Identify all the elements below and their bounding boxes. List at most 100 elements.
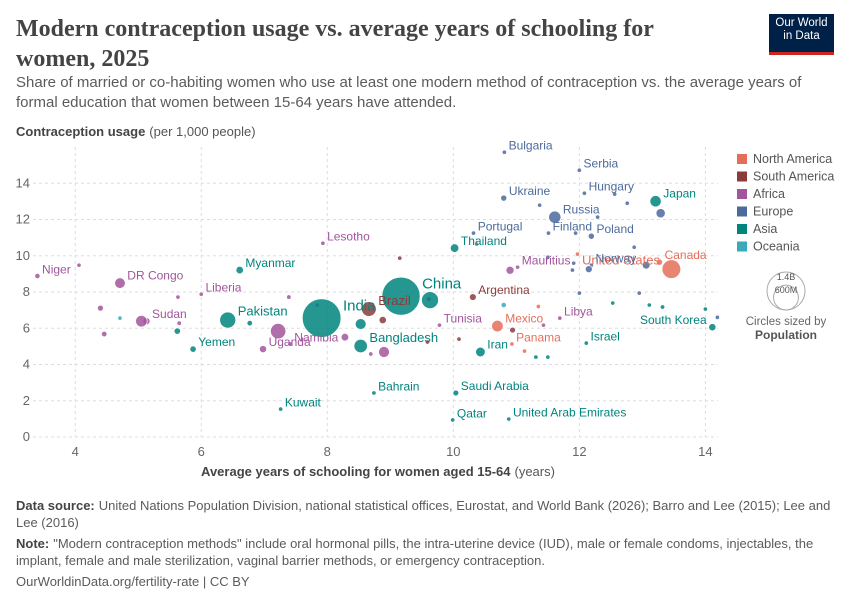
point xyxy=(535,303,541,310)
point-label: Uganda xyxy=(269,335,311,349)
point xyxy=(557,315,563,321)
chart-title: Modern contraception usage vs. average y… xyxy=(16,16,654,72)
point-label: Qatar xyxy=(457,406,487,420)
point-label: Mauritius xyxy=(522,254,571,268)
point-label: Bulgaria xyxy=(509,139,553,153)
point-label: Mexico xyxy=(505,311,543,325)
point xyxy=(573,230,579,236)
logo[interactable]: Our World in Data xyxy=(769,14,834,55)
point xyxy=(702,306,708,312)
x-tick-label: 6 xyxy=(198,444,205,459)
y-tick-label: 2 xyxy=(23,393,30,408)
y-axis-label: Contraception usage (per 1,000 people) xyxy=(16,124,256,139)
y-tick-label: 10 xyxy=(16,248,30,263)
point xyxy=(135,315,148,328)
point-label: United Arab Emirates xyxy=(513,405,626,419)
point-label: Sudan xyxy=(152,307,187,321)
point-label: Yemen xyxy=(198,335,235,349)
point-label: Bangladesh xyxy=(369,330,438,345)
size-legend-title: Circles sized by xyxy=(746,316,827,328)
point xyxy=(114,277,126,289)
point xyxy=(287,341,293,347)
point xyxy=(368,351,374,357)
point xyxy=(246,320,253,327)
chart-subtitle: Share of married or co-habiting women wh… xyxy=(16,74,802,111)
point xyxy=(661,259,682,279)
point xyxy=(649,195,662,208)
point xyxy=(452,389,460,397)
point-label: Serbia xyxy=(584,157,619,171)
point-label: United States xyxy=(582,252,661,267)
point xyxy=(470,230,477,236)
point-label: Russia xyxy=(563,202,600,216)
point xyxy=(636,290,642,296)
legend-label: South America xyxy=(753,170,834,184)
point-label: Ukraine xyxy=(509,184,551,198)
point-label: DR Congo xyxy=(127,269,183,283)
point-label: Canada xyxy=(665,248,707,262)
y-label: Contraception usage xyxy=(16,124,146,139)
point-label: Poland xyxy=(596,222,633,236)
legend-swatch xyxy=(737,189,747,199)
point xyxy=(456,336,462,342)
point xyxy=(576,167,582,173)
point xyxy=(381,276,421,316)
logo-line: Our World xyxy=(775,17,828,29)
x-tick-label: 14 xyxy=(698,444,712,459)
point-label: Thailand xyxy=(461,234,507,248)
x-unit: (years) xyxy=(515,464,555,479)
point xyxy=(421,291,439,310)
point xyxy=(278,406,284,412)
point-label: Liberia xyxy=(205,281,241,295)
point xyxy=(450,417,456,423)
y-tick-label: 12 xyxy=(16,212,30,227)
point xyxy=(475,346,486,358)
point xyxy=(361,301,377,317)
point xyxy=(521,348,528,354)
point xyxy=(576,290,582,296)
y-tick-label: 4 xyxy=(23,357,30,372)
point xyxy=(537,202,543,208)
point xyxy=(501,149,507,155)
size-legend-circle xyxy=(773,284,799,311)
note: Note: "Modern contraception methods" incl… xyxy=(16,535,831,569)
point-label: Israel xyxy=(590,329,619,343)
source-label: Data source: xyxy=(16,498,95,513)
point-label: Iran xyxy=(487,338,508,352)
point-label: Niger xyxy=(42,262,71,276)
point xyxy=(424,339,431,345)
point xyxy=(474,241,480,247)
size-legend-label: 1.4B xyxy=(777,272,796,282)
point xyxy=(595,214,601,220)
point xyxy=(449,243,460,253)
point xyxy=(574,251,581,257)
point xyxy=(655,208,666,219)
point-label: Tunisia xyxy=(444,312,483,326)
point xyxy=(584,265,593,274)
point xyxy=(646,302,652,308)
legend-label: Europe xyxy=(753,205,793,219)
point xyxy=(655,258,663,266)
legend-swatch xyxy=(737,241,747,252)
point xyxy=(189,345,197,353)
y-tick-label: 8 xyxy=(23,284,30,299)
x-tick-label: 4 xyxy=(72,444,79,459)
y-tick-label: 6 xyxy=(23,320,30,335)
point-label: Saudi Arabia xyxy=(461,379,529,393)
point-label: Myanmar xyxy=(245,256,295,270)
point xyxy=(509,341,515,347)
point xyxy=(354,318,367,330)
point xyxy=(371,390,377,396)
url[interactable]: OurWorldinData.org/fertility-rate | CC B… xyxy=(16,574,250,589)
footer: Data source: United Nations Population Di… xyxy=(16,497,831,594)
point-label: Bahrain xyxy=(378,379,419,393)
point xyxy=(545,230,552,236)
point xyxy=(581,190,587,196)
point xyxy=(235,265,244,275)
source: Data source: United Nations Population Di… xyxy=(16,497,831,531)
x-tick-label: 8 xyxy=(324,444,331,459)
point xyxy=(270,323,287,340)
point xyxy=(198,291,204,297)
